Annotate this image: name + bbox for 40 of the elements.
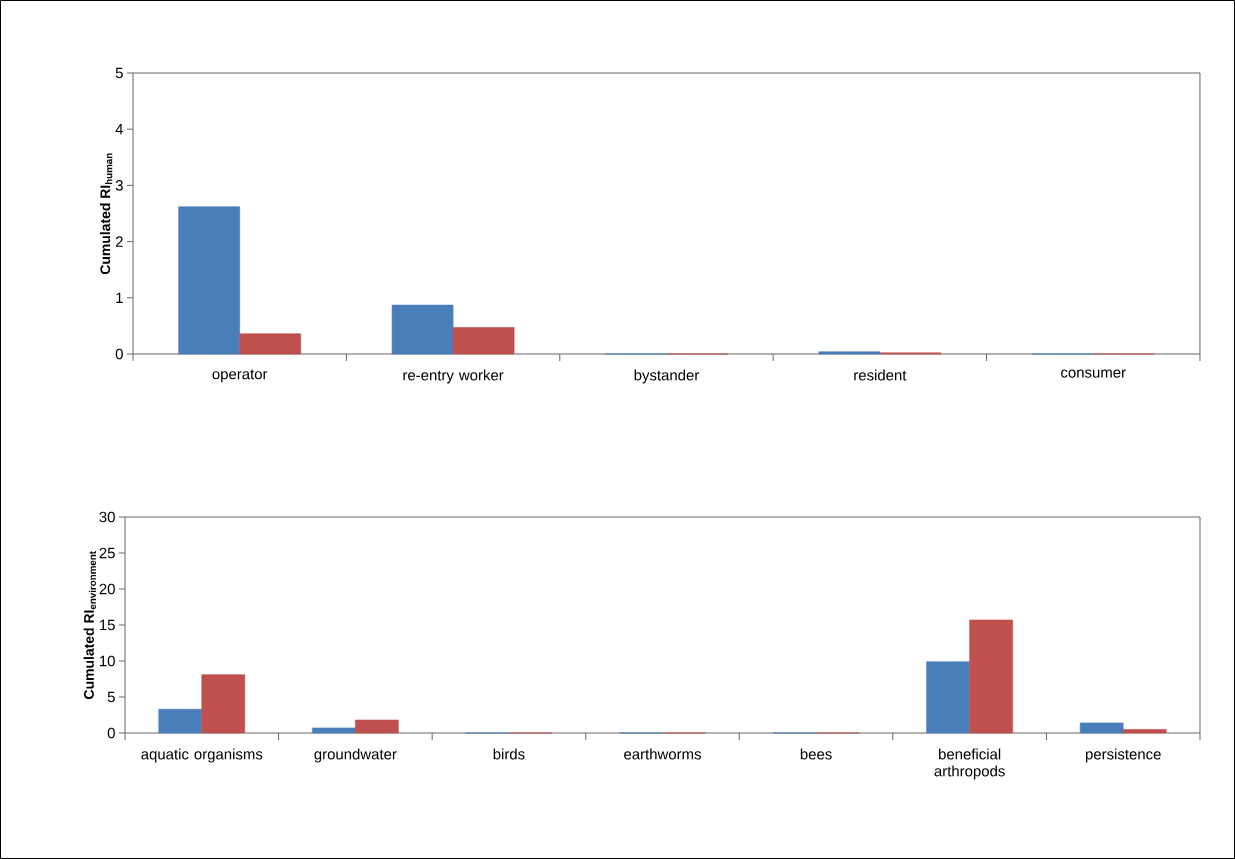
y-tick-label: 4 [115, 124, 124, 135]
y-tick-label: 5 [115, 67, 123, 79]
y-tick-label: 5 [107, 691, 115, 703]
x-tick-label: bees [800, 748, 832, 760]
bar [969, 619, 1013, 734]
bar [391, 304, 454, 355]
y-tick-label: 0 [107, 727, 115, 739]
y-tick-label: 25 [99, 547, 115, 559]
bar [1122, 729, 1167, 734]
bar [1079, 722, 1124, 734]
x-tick-label: aquatic organisms [141, 748, 263, 763]
bar [178, 206, 240, 355]
x-tick-label: resident [854, 369, 907, 381]
x-tick-label: beneficial arthropods [934, 748, 1005, 780]
y-tick-label: 1 [116, 292, 123, 303]
y-tick-label: 0 [115, 348, 123, 360]
y-tick-label: 30 [99, 511, 115, 523]
bar [452, 327, 515, 355]
x-tick-label: re-entry worker [403, 369, 504, 384]
bar [239, 333, 302, 355]
bar [158, 708, 203, 734]
bar [818, 351, 881, 355]
y-tick-label: 15 [100, 619, 115, 631]
bar [201, 674, 246, 734]
y-tick-label: 2 [115, 236, 123, 247]
y-axis-title: $\textbf{Cumulated RI}_{\textbf{human}}$ [99, 153, 113, 275]
bar [312, 727, 356, 734]
bar [355, 719, 399, 734]
x-tick-label: persistence [1085, 748, 1161, 763]
x-tick-label: groundwater [314, 748, 397, 763]
x-tick-label: birds [493, 748, 525, 760]
y-tick-label: 10 [100, 655, 115, 667]
bar [926, 661, 970, 734]
x-tick-label: earthworms [624, 748, 701, 760]
y-tick-label: 20 [99, 583, 115, 595]
y-tick-label: 3 [115, 180, 123, 191]
x-tick-label: bystander [634, 369, 700, 384]
x-tick-label: consumer [1061, 369, 1126, 378]
y-axis-title: $\textbf{Cumulated RI}_{\textbf{environment}}$ [83, 551, 97, 699]
x-tick-label: operator [212, 369, 268, 383]
